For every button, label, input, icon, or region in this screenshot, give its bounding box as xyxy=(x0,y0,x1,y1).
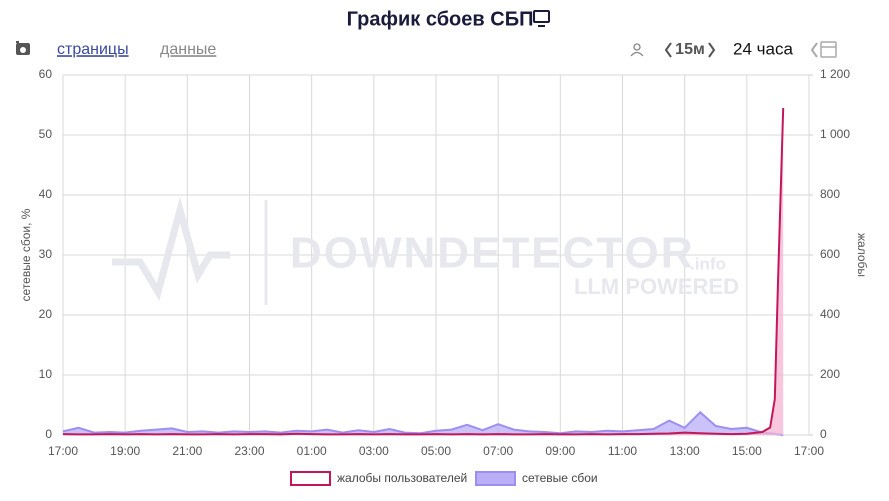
x-tick-label: 23:00 xyxy=(234,444,264,458)
x-tick-label: 07:00 xyxy=(483,444,513,458)
x-tick-label: 17:00 xyxy=(48,444,78,458)
y2-tick-label: 1 000 xyxy=(820,127,850,141)
x-tick-label: 11:00 xyxy=(608,444,637,458)
watermark-suffix: .info xyxy=(690,254,726,273)
x-tick-label: 13:00 xyxy=(670,444,700,458)
legend-label: жалобы пользователей xyxy=(337,471,467,485)
x-tick-label: 15:00 xyxy=(732,444,762,458)
x-tick-label: 19:00 xyxy=(110,444,140,458)
step-next[interactable] xyxy=(708,42,716,58)
legend-label: сетевые сбои xyxy=(522,471,598,485)
y2-tick-label: 800 xyxy=(820,187,840,201)
user-icon[interactable] xyxy=(630,43,644,57)
calendar-icon[interactable] xyxy=(820,41,837,58)
y2-tick-label: 1 200 xyxy=(820,67,850,81)
step-prev[interactable] xyxy=(664,42,672,58)
range-value[interactable]: 24 часа xyxy=(733,39,793,58)
y2-tick-label: 600 xyxy=(820,247,840,261)
x-tick-label: 17:00 xyxy=(794,444,824,458)
plot-area xyxy=(62,74,813,436)
step-value[interactable]: 15м xyxy=(675,41,705,58)
data-link[interactable]: данные xyxy=(160,41,216,58)
watermark: DOWNDETECTOR .info LLM POWERED xyxy=(112,196,739,305)
watermark-brand: DOWNDETECTOR xyxy=(290,229,695,278)
y-tick-label: 0 xyxy=(45,427,52,441)
y-tick-label: 60 xyxy=(39,67,53,81)
x-tick-label: 05:00 xyxy=(421,444,451,458)
pages-link[interactable]: страницы xyxy=(57,41,129,58)
y2-tick-label: 400 xyxy=(820,307,840,321)
y-tick-label: 30 xyxy=(39,247,53,261)
x-tick-label: 01:00 xyxy=(297,444,327,458)
legend-swatch xyxy=(475,471,516,486)
y2-tick-label: 0 xyxy=(820,427,827,441)
x-tick-label: 03:00 xyxy=(359,444,389,458)
monitor-icon xyxy=(533,10,550,27)
legend-swatch xyxy=(290,471,331,486)
chart-title: График сбоев СБП xyxy=(347,8,534,30)
y-tick-label: 40 xyxy=(39,187,53,201)
y2-tick-label: 200 xyxy=(820,367,840,381)
range-prev[interactable] xyxy=(810,42,818,58)
series-line xyxy=(62,107,785,436)
y-tick-label: 50 xyxy=(39,127,53,141)
y-axis-label: сетевые сбои, % xyxy=(19,208,33,301)
y-tick-label: 20 xyxy=(39,307,53,321)
x-tick-label: 21:00 xyxy=(172,444,202,458)
y-tick-label: 10 xyxy=(39,367,53,381)
watermark-tagline: LLM POWERED xyxy=(574,274,739,299)
camera-icon[interactable] xyxy=(16,41,30,55)
x-tick-label: 09:00 xyxy=(545,444,575,458)
series-line xyxy=(62,410,784,436)
y2-axis-label: жалобы xyxy=(855,233,869,277)
